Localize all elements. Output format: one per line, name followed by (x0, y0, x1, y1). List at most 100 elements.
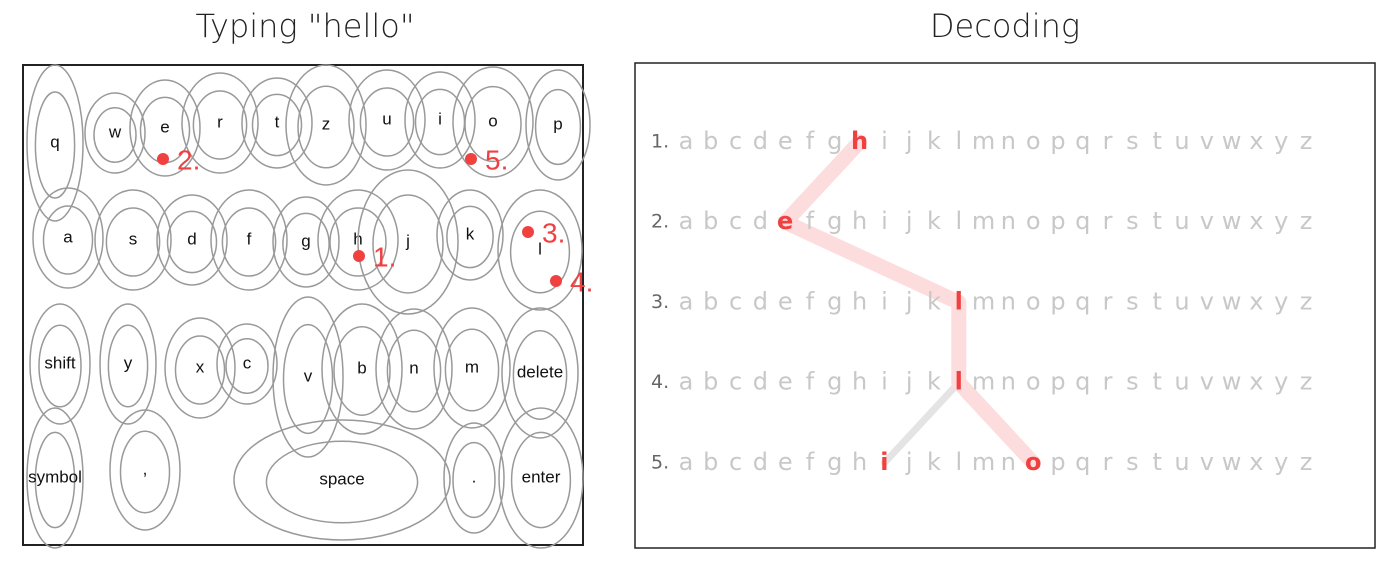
letter: g (827, 127, 842, 155)
letter: v (1200, 368, 1214, 396)
key-outline (444, 328, 500, 412)
key-outline (119, 430, 171, 514)
key-outline (251, 93, 303, 157)
key-outline (107, 324, 149, 408)
letter: v (1200, 448, 1214, 476)
letter: o (1026, 368, 1041, 396)
key-label: space (319, 469, 364, 488)
key-label: , (143, 459, 148, 478)
key-outline (32, 187, 104, 289)
letter: u (1174, 368, 1189, 396)
letter: u (1174, 448, 1189, 476)
letter: b (703, 207, 718, 235)
letter: p (1050, 207, 1065, 235)
key-outline (34, 91, 76, 199)
letter: w (1222, 207, 1242, 235)
letter: v (1200, 287, 1214, 315)
letter: q (1075, 448, 1090, 476)
letter: e (778, 127, 793, 155)
decode-path (951, 375, 1041, 471)
key-label: a (63, 227, 73, 246)
key-outline (512, 330, 568, 420)
key-outline (26, 407, 84, 549)
letter: z (1300, 207, 1313, 235)
letter: b (703, 127, 718, 155)
letter: a (679, 368, 694, 396)
letter: t (1152, 207, 1161, 235)
key-outline (282, 323, 334, 435)
letter: h (852, 368, 867, 396)
key-outline (265, 440, 419, 524)
key-outline (216, 323, 278, 405)
key-label: t (275, 112, 280, 131)
key-outline (282, 212, 330, 276)
key-outline (192, 90, 248, 160)
key-outline (181, 72, 259, 174)
letter: o (1026, 287, 1041, 315)
touch-label: 1. (373, 241, 396, 272)
letter: a (679, 287, 694, 315)
letter: o (1026, 207, 1041, 235)
letter: k (927, 207, 941, 235)
key-label: o (488, 111, 497, 130)
key-outline (348, 69, 426, 171)
letter: m (972, 448, 995, 476)
letter: r (1103, 287, 1113, 315)
letter: p (1050, 287, 1065, 315)
letter: c (729, 127, 742, 155)
letter: n (1001, 448, 1016, 476)
key-outline (105, 207, 161, 277)
key-outline (109, 409, 181, 531)
decoding-rows: 1. a b c d e f g h i j k l m n o p q r s t u v w x y z2. a b c d e f g h i j… (651, 127, 1312, 476)
letter: v (1200, 127, 1214, 155)
letter: p (1050, 368, 1065, 396)
selected-letter: i (880, 448, 888, 476)
key-outline (34, 431, 76, 529)
letter: g (827, 368, 842, 396)
decode-paths (777, 134, 1041, 471)
letter: e (778, 368, 793, 396)
key-label: k (466, 224, 475, 243)
key-label: y (124, 353, 133, 372)
key-outline (498, 407, 584, 549)
letter: g (827, 287, 842, 315)
key-outline (241, 77, 313, 169)
key-outline (26, 64, 84, 222)
letter: b (703, 287, 718, 315)
letter: p (1050, 448, 1065, 476)
letter: l (955, 448, 962, 476)
letter: j (905, 368, 913, 396)
touch-label: 5. (485, 144, 508, 175)
key-label: . (472, 467, 477, 486)
letter: t (1152, 368, 1161, 396)
key-label: g (301, 231, 310, 250)
letter: b (703, 448, 718, 476)
key-label: shift (44, 353, 75, 372)
letter: m (972, 127, 995, 155)
selected-letter: o (1025, 448, 1042, 476)
key-label: p (553, 114, 562, 133)
key-outline (525, 69, 591, 181)
key-outline (433, 307, 511, 429)
selected-letter: l (955, 287, 963, 315)
key-outline (156, 194, 228, 286)
letter: h (852, 287, 867, 315)
letter: s (1126, 448, 1139, 476)
letter: c (729, 207, 742, 235)
key-label: m (465, 357, 479, 376)
letter: e (778, 448, 793, 476)
key-label: d (187, 229, 196, 248)
letter: s (1126, 368, 1139, 396)
letter: c (729, 287, 742, 315)
key-outline (436, 189, 504, 281)
letter: d (753, 287, 768, 315)
letter: k (927, 287, 941, 315)
key-label: b (357, 358, 366, 377)
touch-point (157, 153, 169, 165)
key-outline (464, 85, 522, 163)
key-outline (210, 189, 288, 291)
key-label: v (304, 366, 313, 385)
key-outline (497, 189, 583, 311)
letter: w (1222, 287, 1242, 315)
letter: f (806, 368, 815, 396)
